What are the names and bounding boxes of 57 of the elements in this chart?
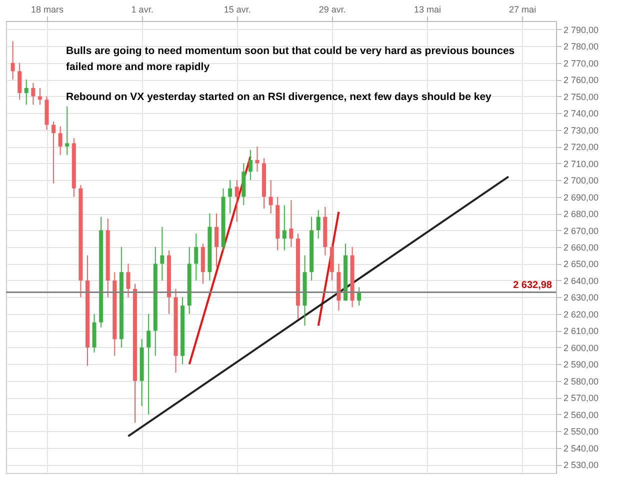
y-tick-label: 2 680,00 [564,209,599,220]
y-tick-label: 2 620,00 [564,309,599,320]
annotation: Bulls are going to need momentum soon but that could be very hard as previous bounces failed more and more rapidly [66,45,515,73]
y-tick-label: 2 600,00 [564,342,599,353]
y-tick-label: 2 790,00 [564,24,599,35]
y-tick-label: 2 710,00 [564,158,599,169]
x-tick-label: 1 avr. [131,4,154,14]
candlestick [228,180,232,214]
candlestick [357,286,362,306]
candlestick [52,120,56,184]
candlestick [18,62,22,100]
candlestick [58,126,62,156]
candlestick [255,146,260,172]
x-tick-label: 27 mai [509,4,536,14]
y-tick-label: 2 740,00 [564,108,599,119]
candlestick [65,106,70,156]
y-tick-label: 2 640,00 [564,276,599,286]
y-tick-label: 2 670,00 [564,226,599,236]
candlestick [24,79,28,106]
annotation: Rebound on VX yesterday started on an RSI divergence, next few days should be key [66,91,492,103]
x-tick-label: 29 avr. [318,4,346,14]
y-tick-label: 2 530,00 [564,460,599,470]
candlestick [214,213,218,268]
y-tick-label: 2 750,00 [564,92,599,102]
y-tick-label: 2 550,00 [564,426,599,437]
y-tick-label: 2 610,00 [564,326,599,336]
y-tick-label: 2 630,00 [564,292,599,303]
y-tick-label: 2 700,00 [564,176,599,186]
candlestick [10,40,15,80]
ref-line-label: 2 632,98 [513,280,552,292]
candlestick [268,180,273,214]
y-tick-label: 2 780,00 [564,42,599,52]
candlestick [160,226,164,281]
y-tick-label: 2 560,00 [564,410,599,420]
y-tick-label: 2 720,00 [564,142,599,152]
y-tick-label: 2 730,00 [564,125,599,136]
candlestick [194,233,198,281]
y-tick-label: 2 770,00 [564,58,599,68]
y-tick-label: 2 570,00 [564,393,599,404]
candlestick [234,180,239,222]
candlestick [289,200,294,248]
y-tick-label: 2 690,00 [564,192,599,202]
y-tick-label: 2 580,00 [564,376,599,386]
candlestick [316,210,320,240]
y-tick-label: 2 590,00 [564,360,599,370]
y-tick-label: 2 540,00 [564,443,599,454]
x-tick-label: 13 mai [414,4,441,14]
y-tick-label: 2 660,00 [564,242,599,252]
x-tick-label: 18 mars [30,4,64,14]
candlestick [146,313,151,415]
candlestick [248,149,252,181]
candlestick [31,82,36,106]
candlestick [282,204,286,251]
y-tick-label: 2 760,00 [564,75,599,86]
candlestick [126,263,130,298]
y-tick-label: 2 650,00 [564,259,599,270]
x-tick-label: 15 avr. [224,4,251,14]
